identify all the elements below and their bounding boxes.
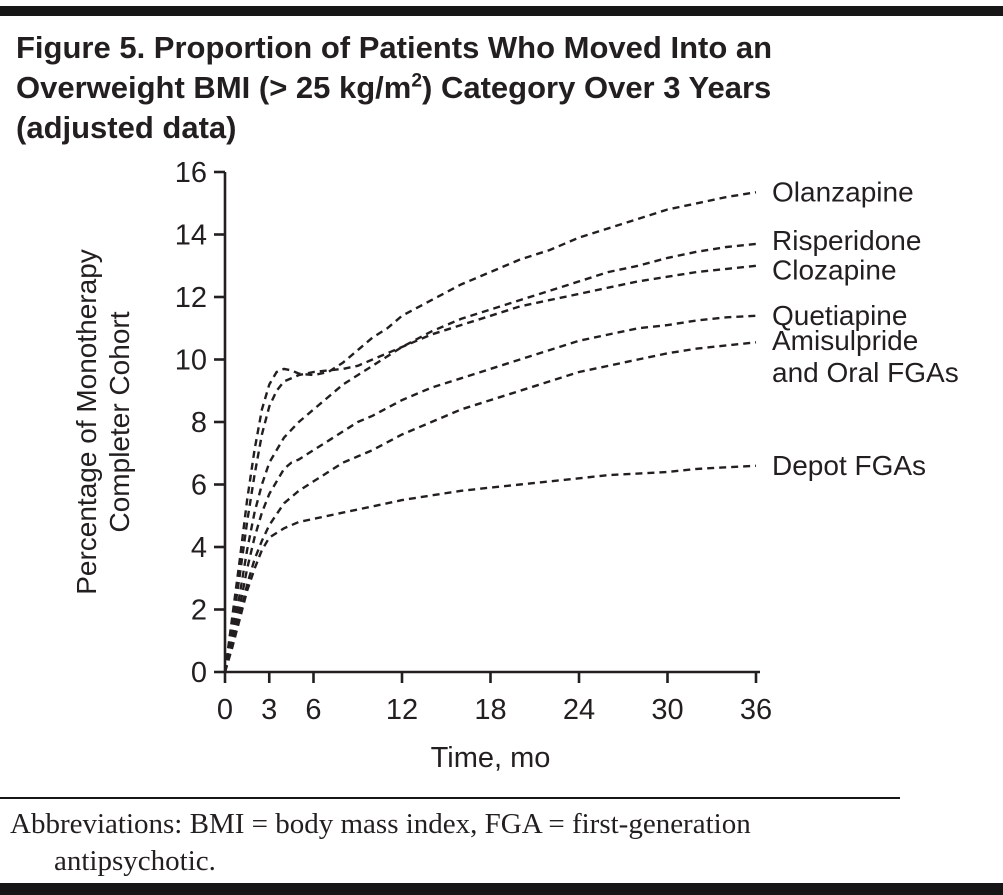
title-superscript: 2 (411, 70, 423, 92)
title-line-2: Overweight BMI (> 25 kg/m2) Category Ove… (16, 68, 987, 108)
y-tick-label: 2 (191, 595, 207, 627)
abbreviations: Abbreviations: BMI = body mass index, FG… (0, 797, 900, 884)
y-tick-label: 8 (191, 407, 207, 439)
title-line-2-post: ) Category Over 3 Years (422, 70, 772, 105)
x-tick-label: 3 (261, 694, 277, 726)
y-tick-label: 12 (175, 282, 207, 314)
series-label-clozapine: Clozapine (772, 254, 897, 285)
x-tick-label: 36 (740, 694, 772, 726)
series-label-amisulpride-oral-fgas: Amisulpride and Oral FGAs (772, 325, 959, 388)
y-tick-label: 6 (191, 470, 207, 502)
y-tick-label: 0 (191, 657, 207, 689)
title-line-1: Figure 5. Proportion of Patients Who Mov… (16, 30, 773, 65)
y-tick-label: 10 (175, 345, 207, 377)
series-line-depot-fgas (223, 464, 757, 673)
y-tick-label: 4 (191, 532, 207, 564)
y-tick-label: 14 (175, 220, 207, 252)
series-label-depot-fgas: Depot FGAs (772, 450, 926, 481)
series-line-clozapine (223, 264, 757, 673)
series-line-quetiapine (223, 314, 757, 673)
x-tick-label: 30 (651, 694, 683, 726)
x-axis-title: Time, mo (431, 742, 551, 774)
x-tick-label: 0 (217, 694, 233, 726)
bottom-rule (0, 883, 1003, 895)
series-line-risperidone (223, 242, 757, 673)
series-label-olanzapine: Olanzapine (772, 176, 914, 207)
title-line-3: (adjusted data) (16, 110, 237, 145)
series-line-amisulpride-oral-fgas (223, 341, 757, 673)
figure-page: Figure 5. Proportion of Patients Who Mov… (0, 6, 1003, 895)
x-tick-label: 24 (563, 694, 595, 726)
series-line-olanzapine (223, 191, 757, 673)
title-line-2-pre: Overweight BMI (> 25 kg/m (16, 70, 412, 105)
y-tick-label: 16 (175, 157, 207, 189)
y-axis-title: Percentage of MonotherapyCompleter Cohor… (71, 249, 135, 595)
x-tick-label: 6 (305, 694, 321, 726)
figure-title: Figure 5. Proportion of Patients Who Mov… (16, 28, 987, 148)
x-tick-label: 12 (386, 694, 418, 726)
series-label-quetiapine: Quetiapine (772, 300, 907, 331)
top-rule (0, 6, 1003, 16)
chart: 0 2 4 6 8 10 12 14 16 0 3 6 12 18 24 30 36 Time, mo Percen… (0, 152, 1003, 795)
x-tick-label: 18 (474, 694, 506, 726)
series-label-risperidone: Risperidone (772, 225, 921, 256)
